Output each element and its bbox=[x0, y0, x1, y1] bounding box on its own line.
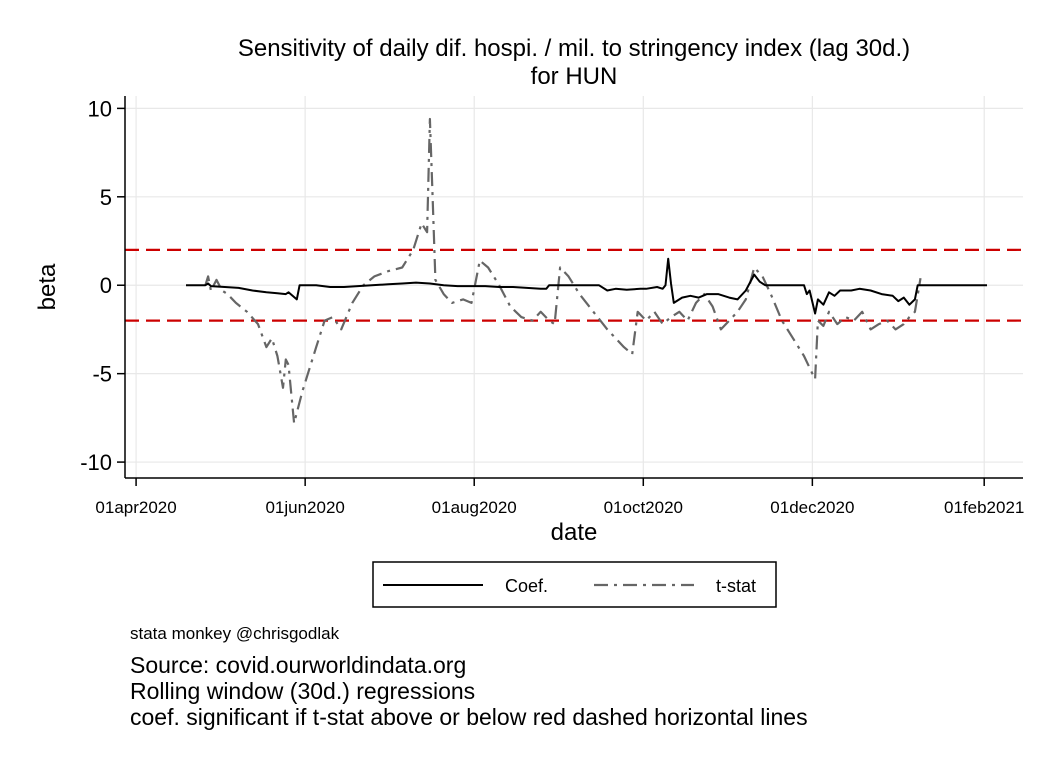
y-tick-label: 10 bbox=[88, 96, 112, 121]
line-chart: Sensitivity of daily dif. hospi. / mil. … bbox=[34, 35, 1024, 608]
y-tick-label: 5 bbox=[100, 185, 112, 210]
legend-label-tstat: t-stat bbox=[716, 576, 756, 596]
caption-line-method: Rolling window (30d.) regressions bbox=[130, 678, 476, 704]
grid bbox=[125, 96, 1023, 478]
series-layer bbox=[186, 117, 987, 425]
chart-title-line-2: for HUN bbox=[531, 63, 618, 90]
x-axis-label: date bbox=[551, 519, 598, 546]
x-tick-label: 01apr2020 bbox=[95, 498, 176, 517]
caption-line-significance: coef. significant if t-stat above or bel… bbox=[130, 704, 808, 730]
legend-label-coef: Coef. bbox=[505, 576, 548, 596]
reference-lines bbox=[125, 248, 1023, 322]
y-axis-label: beta bbox=[34, 263, 61, 310]
x-tick-label: 01aug2020 bbox=[432, 498, 517, 517]
y-tick-label: -10 bbox=[80, 450, 112, 475]
x-tick-label: 01feb2021 bbox=[944, 498, 1024, 517]
legend: Coef. t-stat bbox=[372, 561, 777, 608]
chart-title: Sensitivity of daily dif. hospi. / mil. … bbox=[238, 35, 910, 90]
x-tick-label: 01dec2020 bbox=[770, 498, 854, 517]
y-tick-label: -5 bbox=[92, 362, 112, 387]
axes: 10 5 0 -5 -10 01apr2020 01jun2020 01aug2020 01oc… bbox=[80, 96, 1024, 517]
series-line-tstat bbox=[204, 117, 922, 425]
x-tick-label: 01oct2020 bbox=[604, 498, 683, 517]
series-line-coef bbox=[186, 257, 987, 315]
x-tick-label: 01jun2020 bbox=[265, 498, 344, 517]
caption-notes: Source: covid.ourworldindata.org Rolling… bbox=[130, 652, 808, 730]
y-tick-label: 0 bbox=[100, 273, 112, 298]
caption-line-source: Source: covid.ourworldindata.org bbox=[130, 652, 467, 678]
chart-title-line-1: Sensitivity of daily dif. hospi. / mil. … bbox=[238, 35, 910, 62]
credit-note: stata monkey @chrisgodlak bbox=[130, 624, 340, 643]
